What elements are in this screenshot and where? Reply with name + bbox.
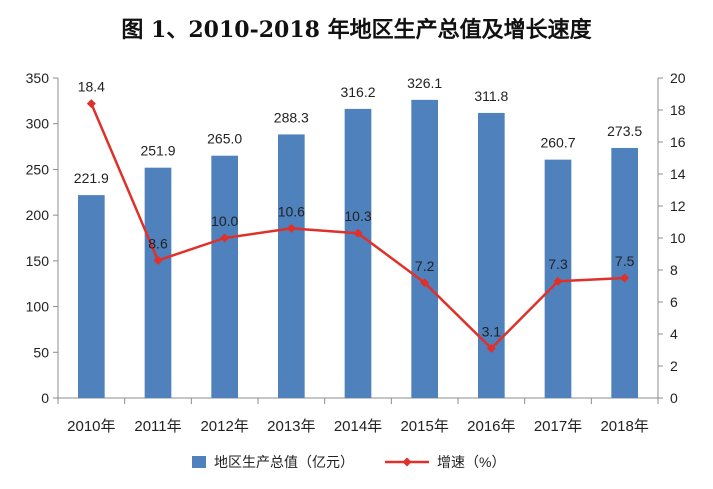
y-left-tick-label: 0 xyxy=(41,390,49,406)
growth-value-label: 7.5 xyxy=(615,253,635,269)
bar xyxy=(478,112,505,398)
y-left-tick-label: 300 xyxy=(26,116,50,132)
bar xyxy=(611,147,638,398)
bar-value-label: 273.5 xyxy=(607,123,642,139)
bar-value-label: 221.9 xyxy=(74,170,109,186)
bar xyxy=(211,155,238,398)
chart-title: 图 1、2010-2018 年地区生产总值及增长速度 xyxy=(121,17,592,43)
x-tick-label: 2017年 xyxy=(534,418,582,435)
bar xyxy=(344,108,372,398)
growth-point xyxy=(153,255,163,265)
legend-line-marker xyxy=(402,457,412,467)
x-tick-label: 2014年 xyxy=(334,418,382,435)
bar xyxy=(78,195,105,398)
x-tick-label: 2018年 xyxy=(600,418,648,435)
x-tick-label: 2013年 xyxy=(267,418,315,435)
bar-value-label: 326.1 xyxy=(407,75,442,91)
bar-value-label: 260.7 xyxy=(540,135,575,151)
growth-value-label: 7.2 xyxy=(415,258,435,274)
y-right-tick-label: 8 xyxy=(670,262,678,278)
y-right-tick-label: 10 xyxy=(670,230,686,246)
y-left-tick-label: 50 xyxy=(33,344,49,360)
growth-value-label: 7.3 xyxy=(548,256,568,272)
bar-value-label: 316.2 xyxy=(340,84,375,100)
growth-point xyxy=(86,99,96,109)
growth-value-label: 10.6 xyxy=(278,203,305,219)
x-tick-label: 2012年 xyxy=(200,418,248,435)
y-left-tick-label: 350 xyxy=(26,70,50,86)
growth-value-label: 3.1 xyxy=(482,323,502,339)
growth-point xyxy=(420,278,430,288)
growth-point xyxy=(353,228,363,238)
bar-value-label: 288.3 xyxy=(274,109,309,125)
growth-point xyxy=(220,233,230,243)
growth-point xyxy=(553,276,563,286)
y-right-tick-label: 4 xyxy=(670,326,678,342)
x-tick-label: 2010年 xyxy=(67,418,115,435)
x-tick-label: 2016年 xyxy=(467,418,515,435)
y-right-tick-label: 6 xyxy=(670,294,678,310)
growth-value-label: 8.6 xyxy=(148,235,168,251)
y-right-tick-label: 14 xyxy=(670,166,686,182)
growth-value-label: 10.0 xyxy=(211,213,238,229)
y-right-tick-label: 12 xyxy=(670,198,686,214)
bar-value-label: 265.0 xyxy=(207,131,242,147)
growth-value-label: 10.3 xyxy=(344,208,371,224)
legend: 地区生产总值（亿元） 增速（%） xyxy=(192,454,505,470)
y-right-tick-label: 16 xyxy=(670,134,686,150)
bar-value-label: 251.9 xyxy=(140,143,175,159)
growth-line xyxy=(86,99,630,353)
growth-point xyxy=(620,273,630,283)
y-left-tick-label: 100 xyxy=(26,299,50,315)
y-right-tick-label: 0 xyxy=(670,390,678,406)
bar-value-label: 311.8 xyxy=(474,88,508,104)
x-tick-label: 2011年 xyxy=(134,418,181,435)
bar xyxy=(144,167,172,398)
y-right-tick-label: 20 xyxy=(670,70,686,86)
legend-bar-swatch xyxy=(192,456,206,468)
legend-line-label: 增速（%） xyxy=(437,454,505,470)
growth-point xyxy=(286,223,296,233)
growth-value-label: 18.4 xyxy=(78,79,105,95)
legend-bar-label: 地区生产总值（亿元） xyxy=(214,454,354,470)
y-left-tick-label: 250 xyxy=(26,161,50,177)
growth-point xyxy=(486,343,496,353)
y-left-tick-label: 200 xyxy=(26,207,50,223)
bar xyxy=(278,134,305,398)
y-left-tick-label: 150 xyxy=(26,253,50,269)
bar xyxy=(411,99,438,398)
x-tick-label: 2015年 xyxy=(400,418,448,435)
y-right-tick-label: 18 xyxy=(670,102,686,118)
y-right-tick-label: 2 xyxy=(670,358,678,374)
data-labels: 221.9 251.9 265.0 288.3 316.2 326.1 311.8 260.7… xyxy=(74,75,643,340)
